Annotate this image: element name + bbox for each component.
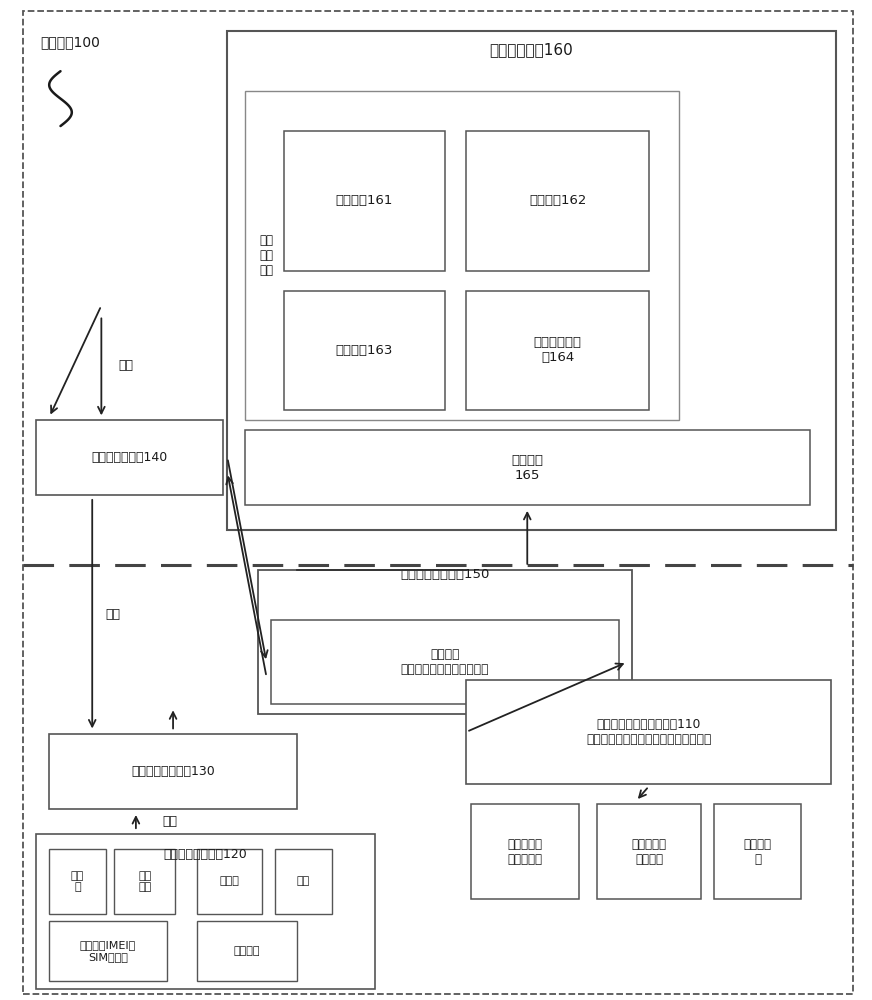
Text: 排序模块
165: 排序模块 165 <box>511 454 543 482</box>
FancyBboxPatch shape <box>467 131 649 271</box>
FancyBboxPatch shape <box>271 620 618 704</box>
Text: 应用行为分析中心150: 应用行为分析中心150 <box>400 568 489 581</box>
Text: 存储: 存储 <box>106 608 120 621</box>
Text: 应用安全中心160: 应用安全中心160 <box>490 42 574 57</box>
Text: 网络: 网络 <box>296 876 310 886</box>
Text: 应用行为数据库140: 应用行为数据库140 <box>92 451 167 464</box>
Text: 查询模块162: 查询模块162 <box>529 194 586 207</box>
FancyBboxPatch shape <box>114 849 175 914</box>
FancyBboxPatch shape <box>467 291 649 410</box>
Text: 配置模块163: 配置模块163 <box>336 344 393 357</box>
Text: 鉴定策略
（可疑程序危险级别鉴定）: 鉴定策略 （可疑程序危险级别鉴定） <box>400 648 489 676</box>
Text: 用户自定义模
块164: 用户自定义模 块164 <box>534 336 582 364</box>
Text: 移动终端操
作系统内置: 移动终端操 作系统内置 <box>508 838 542 866</box>
FancyBboxPatch shape <box>49 734 297 809</box>
FancyBboxPatch shape <box>245 430 810 505</box>
FancyBboxPatch shape <box>471 804 579 899</box>
FancyBboxPatch shape <box>258 570 631 714</box>
FancyBboxPatch shape <box>197 849 262 914</box>
Text: 敏感资源监控模块120: 敏感资源监控模块120 <box>164 848 248 861</box>
Text: 采集: 采集 <box>162 815 177 828</box>
FancyBboxPatch shape <box>36 834 375 989</box>
FancyBboxPatch shape <box>714 804 801 899</box>
Text: 提示模块161: 提示模块161 <box>336 194 393 207</box>
FancyBboxPatch shape <box>49 921 167 981</box>
FancyBboxPatch shape <box>284 291 445 410</box>
FancyBboxPatch shape <box>49 849 106 914</box>
FancyBboxPatch shape <box>276 849 331 914</box>
FancyBboxPatch shape <box>228 31 836 530</box>
Text: 移动终端100: 移动终端100 <box>40 35 100 49</box>
Text: 本机号、IMEI、
SIM卡信息: 本机号、IMEI、 SIM卡信息 <box>79 940 136 962</box>
FancyBboxPatch shape <box>197 921 297 981</box>
Text: 电话簿: 电话簿 <box>220 876 240 886</box>
Text: 位置信息: 位置信息 <box>234 946 260 956</box>
Text: 应用行为采集模块130: 应用行为采集模块130 <box>131 765 215 778</box>
Text: 通话
内容: 通话 内容 <box>138 871 152 892</box>
Text: 面向
用户
功能: 面向 用户 功能 <box>260 234 274 277</box>
FancyBboxPatch shape <box>245 91 679 420</box>
Text: 短消
息: 短消 息 <box>71 871 84 892</box>
FancyBboxPatch shape <box>596 804 701 899</box>
FancyBboxPatch shape <box>36 420 223 495</box>
FancyBboxPatch shape <box>467 680 832 784</box>
Text: 恶意程序行为特征模型库110
（每种恶意行为都由配置文件来描述）: 恶意程序行为特征模型库110 （每种恶意行为都由配置文件来描述） <box>586 718 712 746</box>
FancyBboxPatch shape <box>284 131 445 271</box>
Text: 用户自定
义: 用户自定 义 <box>744 838 772 866</box>
Text: 查询: 查询 <box>119 359 133 372</box>
Text: 从云服务器
动态更新: 从云服务器 动态更新 <box>631 838 666 866</box>
